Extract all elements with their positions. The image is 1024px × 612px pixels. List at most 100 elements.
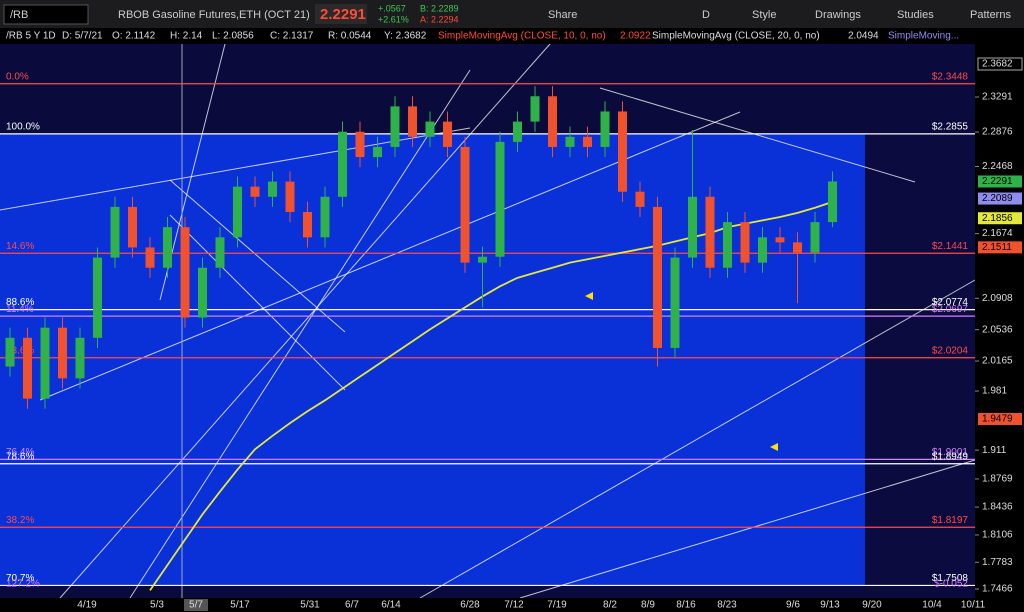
candle-body: [5, 337, 15, 367]
study-value: 2.0922: [620, 31, 651, 42]
y-tick-label: 1.8106: [982, 530, 1013, 541]
candle-body: [40, 327, 50, 399]
fib-pct: 14.6%: [6, 241, 34, 252]
x-tick-label: 8/2: [603, 600, 617, 611]
candle-body: [600, 111, 610, 147]
change-pct: +2.61%: [378, 14, 409, 24]
info: L: 2.0856: [212, 31, 254, 42]
fib-price: $2.2855: [932, 121, 969, 132]
fib-price: $2.0697: [932, 304, 969, 315]
drawing-line: [169, 214, 346, 391]
fib-price: $2.0204: [932, 345, 969, 356]
price-badge-label: 1.9479: [982, 414, 1013, 425]
price-badge: [978, 212, 1022, 225]
info: /RB 5 Y 1D: [6, 31, 56, 42]
cursor-date-box: [184, 599, 208, 611]
candle-body: [338, 131, 347, 197]
y-tick-label: 2.0908: [982, 293, 1013, 304]
x-tick-label: 8/23: [717, 600, 737, 611]
fib-price: $1.8949: [932, 451, 969, 462]
candle-body: [268, 181, 277, 197]
candle-body: [198, 267, 207, 318]
candle-body: [145, 247, 155, 268]
x-tick-label: 6/7: [345, 600, 359, 611]
candle-body: [373, 146, 382, 158]
candle-body: [303, 211, 312, 238]
moving-average: [149, 200, 833, 591]
fib-price: $2.3448: [932, 71, 969, 82]
fib-price: $2.1441: [932, 241, 969, 252]
symbol-box[interactable]: [3, 4, 89, 25]
fib-price: $2.0774: [932, 297, 969, 308]
fib-price: $1.7508: [932, 573, 969, 584]
candle-body: [285, 181, 295, 212]
fib-pct: 0.0%: [6, 71, 29, 82]
future-zone: [865, 133, 975, 586]
symbol: /RB: [10, 9, 28, 21]
candle-body: [110, 206, 120, 258]
candle-body: [75, 337, 85, 379]
x-tick-label: 10/11: [961, 600, 986, 611]
button[interactable]: Drawings: [815, 9, 861, 21]
x-tick-label: 9/13: [820, 600, 840, 611]
x-tick-label: 8/16: [676, 600, 696, 611]
bid: B: 2.2289: [420, 3, 459, 13]
fib-pct: 78.6%: [6, 451, 34, 462]
candle-body: [793, 242, 802, 253]
x-tick-label: 10/4: [922, 600, 942, 611]
price-badge-label: 2.2089: [982, 193, 1013, 204]
y-tick-label: 1.911: [982, 445, 1007, 456]
candle-body: [250, 186, 260, 197]
price-axis: [975, 44, 1024, 598]
price-badge-label: 2.2291: [982, 176, 1013, 187]
candle-body: [775, 237, 785, 243]
study-value: 2.0494: [848, 31, 879, 42]
price-badge: [978, 192, 1022, 205]
candle-body: [653, 206, 662, 348]
candle-body: [758, 237, 767, 263]
x-tick-label: 9/20: [862, 600, 882, 611]
change: +.0567: [378, 3, 406, 13]
button[interactable]: Studies: [897, 9, 934, 21]
button[interactable]: Share: [548, 9, 577, 21]
y-tick-label: 1.8769: [982, 474, 1013, 485]
x-tick-label: 5/7: [189, 600, 203, 611]
button[interactable]: Patterns: [970, 9, 1011, 21]
candle-body: [828, 181, 837, 223]
y-tick-label: 1.8436: [982, 502, 1013, 513]
study: SimpleMovingAvg (CLOSE, 10, 0, no): [438, 31, 606, 42]
candle-body: [618, 111, 627, 192]
button[interactable]: D: [702, 9, 710, 21]
info: O: 2.1142: [112, 31, 156, 42]
y-tick-label: 2.2468: [982, 161, 1013, 172]
candle-body: [58, 327, 67, 379]
y-tick-label: 1.7466: [982, 584, 1013, 595]
candle-body: [233, 186, 242, 238]
candle-body: [530, 96, 540, 122]
candle-body: [670, 257, 680, 348]
candle-body: [495, 141, 505, 257]
candle-body: [180, 227, 190, 318]
candle-body: [163, 227, 172, 268]
price-badge-label: 2.1856: [982, 213, 1013, 224]
x-tick-label: 5/17: [230, 600, 250, 611]
candle-body: [215, 237, 225, 268]
info: Y: 2.3682: [384, 31, 427, 42]
x-tick-label: 5/31: [300, 600, 320, 611]
fib-pct: 76.4%: [6, 447, 34, 458]
last-price: 2.2291: [320, 6, 366, 23]
candle-body: [548, 96, 557, 147]
x-tick-label: 4/19: [77, 600, 97, 611]
x-tick-label: 8/9: [641, 600, 655, 611]
candle-body: [688, 196, 697, 258]
candle-body: [513, 121, 522, 142]
study: SimpleMoving...: [888, 31, 959, 42]
button[interactable]: Style: [752, 9, 776, 21]
info: R: 0.0544: [328, 31, 372, 42]
drawing-line: [129, 69, 471, 599]
y-tick-label: 2.3291: [982, 92, 1013, 103]
x-tick-label: 6/14: [381, 600, 401, 611]
candle-body: [390, 106, 400, 147]
fib-pct: 38.2%: [6, 515, 34, 526]
